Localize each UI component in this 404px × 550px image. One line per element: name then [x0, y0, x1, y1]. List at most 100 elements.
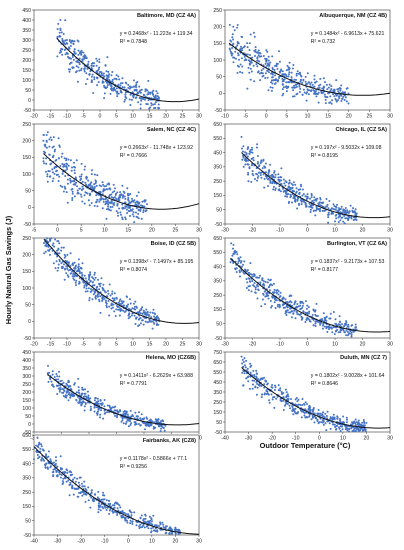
data-point [291, 409, 294, 412]
y-tick-label: -50 [215, 222, 223, 228]
data-point [294, 200, 297, 203]
data-point [266, 382, 269, 385]
data-point [147, 91, 150, 94]
data-point [267, 297, 270, 300]
data-point [239, 48, 242, 51]
y-tick-label: 400 [22, 18, 31, 24]
data-point [116, 414, 119, 417]
r-squared: R² = 0.8074 [120, 267, 147, 273]
data-point [117, 214, 119, 217]
data-point [61, 483, 64, 485]
data-point [93, 78, 96, 81]
trend-curve [241, 152, 391, 219]
data-point [36, 436, 39, 439]
data-point [45, 134, 48, 136]
data-point [273, 406, 276, 409]
data-point [61, 480, 64, 483]
y-tick-label: 50 [216, 322, 222, 328]
data-point [87, 179, 90, 182]
data-point [159, 521, 162, 524]
data-point [306, 316, 309, 319]
data-point [273, 396, 276, 398]
data-point [130, 98, 133, 101]
data-point [125, 295, 128, 298]
data-point [261, 378, 264, 380]
data-point [319, 417, 322, 420]
data-point [75, 284, 77, 287]
data-point [290, 182, 293, 185]
data-point [135, 86, 138, 89]
data-point [311, 83, 314, 86]
data-point [264, 281, 267, 283]
data-point [346, 325, 349, 328]
data-point [93, 406, 96, 409]
data-point [85, 285, 88, 287]
data-point [324, 412, 327, 415]
data-point [234, 249, 236, 252]
data-point [253, 285, 256, 288]
data-point [306, 72, 309, 75]
data-point [131, 199, 134, 202]
data-point [71, 275, 74, 278]
y-tick-label: 150 [22, 398, 31, 404]
data-point [241, 158, 244, 161]
data-point [256, 383, 259, 385]
data-point [291, 186, 294, 189]
data-point [303, 403, 305, 405]
y-tick-label: 50 [25, 88, 31, 94]
data-point [254, 288, 257, 291]
data-point [289, 193, 292, 196]
data-point [128, 87, 131, 90]
data-point [143, 94, 145, 97]
data-point [283, 182, 286, 185]
data-point [287, 182, 290, 185]
data-point [303, 412, 306, 414]
data-point [273, 171, 276, 174]
data-point [42, 139, 45, 142]
data-point [132, 211, 135, 214]
data-point [235, 267, 238, 270]
data-point [99, 402, 102, 405]
data-point [72, 179, 75, 182]
data-point [95, 200, 98, 203]
data-point [89, 291, 92, 293]
data-point [82, 485, 84, 488]
data-point [288, 186, 291, 189]
data-point [114, 77, 117, 80]
data-point [270, 81, 273, 84]
data-point [338, 315, 341, 318]
data-point [265, 60, 268, 63]
data-point [242, 165, 245, 168]
data-point [326, 203, 329, 206]
data-point [50, 237, 53, 240]
data-point [303, 414, 306, 417]
data-point [264, 72, 267, 75]
panel-title: Helena, MO (CZ6B) [146, 355, 196, 361]
x-tick-label: -30 [54, 539, 62, 545]
data-point [41, 457, 43, 459]
data-point [262, 55, 265, 57]
trend-curve [33, 446, 200, 535]
data-point [116, 191, 119, 194]
data-point [309, 406, 312, 409]
plot-frame [33, 9, 200, 111]
y-tick-label: 300 [22, 38, 31, 44]
data-point [243, 45, 246, 48]
data-point [46, 175, 49, 178]
data-point [77, 49, 80, 52]
data-point [302, 310, 305, 313]
data-point [86, 78, 89, 81]
data-point [352, 207, 354, 210]
data-point [148, 319, 151, 322]
data-point [60, 249, 63, 252]
panel-2: -10 -5 0 5 10 15 20 25 30-50050100150200250Albuq… [213, 8, 393, 120]
data-point [345, 320, 348, 323]
data-point [71, 187, 74, 190]
data-point [96, 293, 99, 296]
data-point [344, 331, 346, 334]
data-point [294, 199, 297, 202]
data-point [100, 404, 103, 407]
data-point [83, 281, 86, 284]
data-point [90, 173, 93, 176]
data-point [327, 325, 330, 328]
